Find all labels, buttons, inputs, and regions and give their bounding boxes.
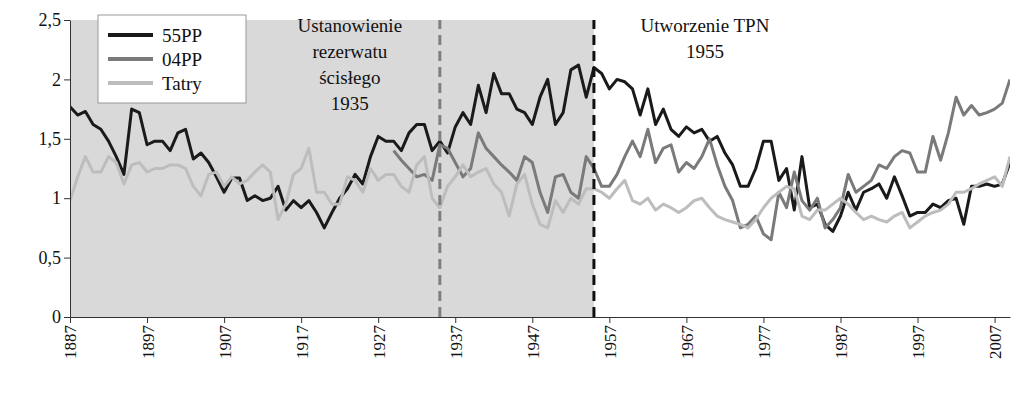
- y-tick-label: 1,5: [39, 129, 62, 149]
- x-tick-mark: [301, 317, 302, 323]
- annotation-text: Ustanowienie: [298, 15, 402, 36]
- legend-label: Tatry: [162, 73, 202, 94]
- x-tick-mark: [763, 317, 764, 323]
- annotation-text: 1935: [331, 93, 369, 114]
- annotation-line: [592, 20, 595, 317]
- x-tick: 1937: [447, 317, 466, 359]
- x-tick-label: 1927: [370, 325, 389, 360]
- x-tick-label: 1977: [755, 325, 774, 360]
- legend-swatch: [108, 81, 153, 85]
- x-tick-mark: [70, 317, 71, 323]
- legend-label: 04PP: [162, 49, 202, 70]
- x-tick-label: 1947: [524, 325, 543, 360]
- annotation-text: Utworzenie TPN: [640, 15, 769, 36]
- annotation-text: rezerwatu: [312, 41, 387, 62]
- x-tick: 1917: [293, 317, 312, 359]
- y-tick: 2,5: [39, 10, 71, 30]
- series-line: [394, 79, 1010, 239]
- x-tick-label: 1907: [216, 325, 235, 360]
- legend-box: [98, 15, 246, 103]
- y-tick-label: 0,5: [39, 248, 62, 268]
- x-tick-label: 1887: [61, 325, 80, 360]
- x-tick-label: 1897: [138, 325, 157, 360]
- x-tick: 1967: [678, 317, 697, 359]
- y-tick-label: 1: [52, 188, 61, 208]
- legend: 55PP 04PP Tatry: [98, 15, 246, 103]
- x-tick-mark: [455, 317, 456, 323]
- annotation-text: 1955: [686, 41, 724, 62]
- x-tick-mark: [686, 317, 687, 323]
- x-tick: 1987: [832, 317, 851, 359]
- y-tick: 0,5: [39, 248, 71, 268]
- x-tick: 1897: [138, 317, 157, 359]
- x-tick-label: 1967: [678, 325, 697, 360]
- x-tick-mark: [995, 317, 996, 323]
- y-tick: 0: [52, 307, 70, 327]
- legend-swatch: [108, 57, 153, 61]
- x-tick: 1907: [216, 317, 235, 359]
- x-tick: 1887: [61, 317, 80, 359]
- x-tick-mark: [147, 317, 148, 323]
- x-tick-label: 1917: [293, 325, 312, 360]
- y-tick-mark: [64, 79, 70, 80]
- x-tick-label: 1987: [832, 325, 851, 360]
- chart: Ustanowienie rezerwatu ścisłego 1935 Utworze…: [0, 0, 1023, 403]
- y-tick: 1: [52, 188, 70, 208]
- x-tick-mark: [224, 317, 225, 323]
- x-tick-label: 2007: [986, 325, 1005, 360]
- x-tick: 1957: [601, 317, 620, 359]
- annotation-line: [438, 20, 441, 317]
- x-tick-mark: [532, 317, 533, 323]
- series-line: [70, 148, 1010, 228]
- y-tick-label: 2,5: [39, 10, 62, 30]
- y-tick-label: 0: [52, 307, 61, 327]
- x-tick-mark: [840, 317, 841, 323]
- y-tick-mark: [64, 317, 70, 318]
- legend-swatch: [108, 33, 153, 37]
- x-tick-label: 1937: [447, 325, 466, 360]
- x-tick: 1927: [370, 317, 389, 359]
- y-tick-mark: [64, 198, 70, 199]
- x-tick: 1997: [909, 317, 928, 359]
- y-axis: 0 0,5 1 1,5 2 2,5: [39, 10, 71, 327]
- x-tick-mark: [918, 317, 919, 323]
- y-tick-mark: [64, 139, 70, 140]
- y-tick-mark: [64, 20, 70, 21]
- y-tick-mark: [64, 258, 70, 259]
- x-tick: 1977: [755, 317, 774, 359]
- annotation-text: ścisłego: [319, 67, 380, 88]
- x-tick-label: 1997: [909, 325, 928, 360]
- x-tick-label: 1957: [601, 325, 620, 360]
- legend-label: 55PP: [162, 25, 202, 46]
- y-axis-line: [70, 21, 71, 318]
- y-tick: 1,5: [39, 129, 71, 149]
- y-tick: 2: [52, 70, 70, 90]
- y-tick-label: 2: [52, 70, 61, 90]
- x-axis-line: [71, 317, 1011, 318]
- x-tick: 1947: [524, 317, 543, 359]
- x-tick-mark: [609, 317, 610, 323]
- x-axis: 1887 1897 1907 1917 1927 1937 1947 1957 1967 1977…: [61, 317, 1010, 359]
- x-tick-mark: [378, 317, 379, 323]
- x-tick: 2007: [986, 317, 1005, 359]
